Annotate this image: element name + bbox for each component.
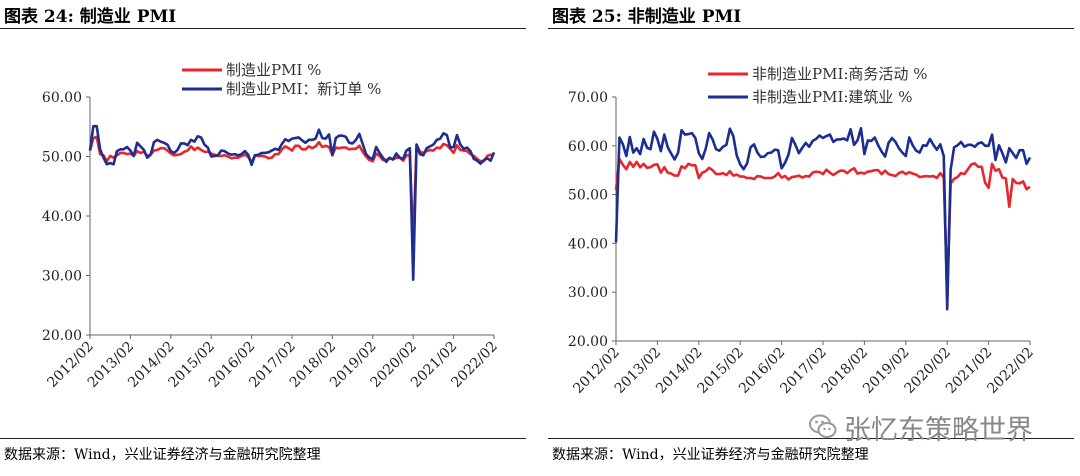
line-chart-non-manufacturing-pmi: 20.0030.0040.0050.0060.0070.002012/02201… <box>568 65 1037 397</box>
watermark-text: 张忆东策略世界 <box>844 414 1033 446</box>
y-tick-label: 30.00 <box>568 285 608 301</box>
y-tick-label: 40.00 <box>568 236 608 252</box>
series-line-red <box>614 157 1031 296</box>
watermark: 张忆东策略世界 <box>808 410 1033 446</box>
title-divider <box>548 28 1074 29</box>
chart-title: 图表 25: 非制造业 PMI <box>552 7 742 27</box>
y-tick-label: 50.00 <box>42 150 82 166</box>
source-divider <box>548 438 1074 439</box>
chart-panel-non-manufacturing: 图表 25: 非制造业 PMI 20.00 30.00 40.00 50.00 60.0… <box>548 0 1074 476</box>
chart-title: 图表 24: 制造业 PMI <box>4 7 177 27</box>
y-tick-label: 50.00 <box>568 188 608 204</box>
series-line-blue <box>614 126 1032 311</box>
y-tick-label: 70.00 <box>568 90 608 106</box>
legend-label: 制造业PMI：新订单 % <box>226 80 381 98</box>
legend-label: 非制造业PMI:建筑业 % <box>752 88 912 106</box>
y-tick-label: 60.00 <box>568 139 608 155</box>
chart-panel-manufacturing: 图表 24: 制造业 PMI 20.00 30.00 40.00 50.00 60.00… <box>0 0 526 476</box>
y-tick-label: 30.00 <box>42 269 82 285</box>
x-tick-label: 2022/02 <box>984 345 1036 397</box>
y-tick-label: 20.00 <box>568 334 608 350</box>
y-tick-label: 40.00 <box>42 209 82 225</box>
source-note: 数据来源：Wind，兴业证券经济与金融研究院整理 <box>552 447 869 463</box>
title-divider <box>0 28 526 29</box>
wechat-icon <box>809 414 837 438</box>
source-note: 数据来源：Wind，兴业证券经济与金融研究院整理 <box>4 447 321 463</box>
source-divider <box>0 438 526 439</box>
legend-label: 制造业PMI % <box>226 61 321 79</box>
legend-label: 非制造业PMI:商务活动 % <box>752 65 927 83</box>
y-tick-label: 20.00 <box>42 328 82 344</box>
series-line-blue <box>88 124 496 281</box>
line-chart-manufacturing-pmi: 20.0030.0040.0050.0060.002012/022013/022… <box>42 61 501 391</box>
y-tick-label: 60.00 <box>42 90 82 106</box>
